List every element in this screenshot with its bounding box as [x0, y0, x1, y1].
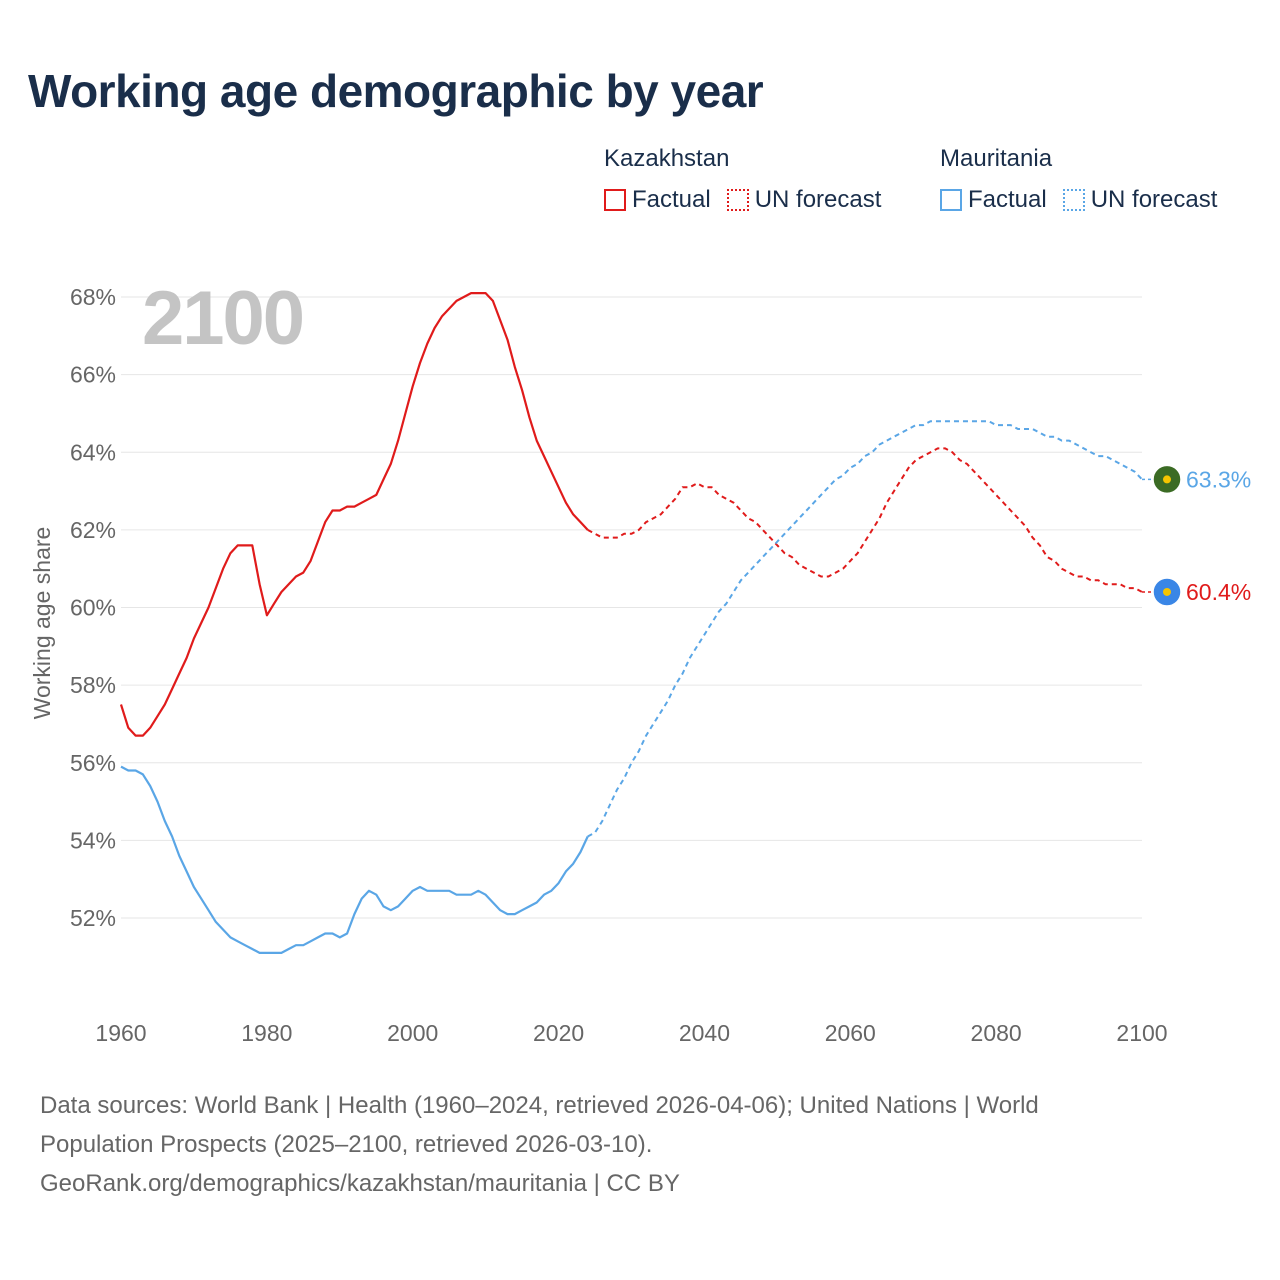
legend-swatch-dotted-icon — [1062, 189, 1085, 211]
y-tick-label: 64% — [70, 439, 116, 465]
x-tick-label: 2060 — [825, 1020, 876, 1046]
footer: Data sources: World Bank | Health (1960–… — [40, 1086, 1220, 1203]
x-tick-label: 2000 — [387, 1020, 438, 1046]
legend-group-kazakhstan: Kazakhstan Factual UN forecast — [604, 144, 897, 214]
legend-label-forecast: UN forecast — [754, 186, 882, 213]
line-chart: 52% 54% 56% 58% 60% 62% 64% 66% 68% 1960 1980 2000 2… — [29, 276, 1251, 1046]
legend-swatch-dotted-icon — [726, 189, 749, 211]
legend-item-kazakhstan-factual[interactable]: Factual — [604, 186, 711, 214]
legend-item-kazakhstan-forecast[interactable]: UN forecast — [726, 186, 882, 214]
legend-item-mauritania-factual[interactable]: Factual — [940, 186, 1047, 214]
series-line-kazakhstan-forecast — [587, 447, 1143, 593]
y-tick-label: 54% — [70, 827, 116, 853]
y-tick-label: 62% — [70, 517, 116, 543]
x-tick-label: 2020 — [533, 1020, 584, 1046]
legend-country-kazakhstan: Kazakhstan — [604, 145, 730, 172]
series-line-kazakhstan-factual — [119, 292, 589, 737]
legend-swatch-solid-icon — [604, 189, 626, 211]
x-tick-label: 2040 — [679, 1020, 730, 1046]
footer-sources-line-1: Data sources: World Bank | Health (1960–… — [40, 1092, 1039, 1119]
x-tick-label: 2080 — [971, 1020, 1022, 1046]
end-value-label-mauritania: 63.3% — [1186, 466, 1251, 492]
y-tick-label: 68% — [70, 284, 116, 310]
series-line-mauritania-forecast — [587, 420, 1143, 838]
legend-label-factual: Factual — [632, 186, 711, 213]
y-axis-label: Working age share — [29, 527, 55, 720]
y-tick-label: 60% — [70, 595, 116, 621]
x-tick-label: 1980 — [241, 1020, 292, 1046]
legend-label-forecast: UN forecast — [1090, 186, 1218, 213]
series-line-mauritania-factual — [120, 765, 589, 954]
y-tick-label: 56% — [70, 750, 116, 776]
year-label: 2100 — [142, 276, 303, 361]
y-tick-label: 52% — [70, 905, 116, 931]
chart-title: Working age demographic by year — [28, 65, 764, 117]
legend-swatch-solid-icon — [940, 189, 962, 211]
legend-label-factual: Factual — [968, 186, 1047, 213]
flag-emblem-mauritania-icon — [1163, 475, 1171, 484]
footer-attribution: GeoRank.org/demographics/kazakhstan/maur… — [40, 1170, 680, 1197]
y-tick-label: 66% — [70, 362, 116, 388]
x-tick-label: 2100 — [1116, 1020, 1167, 1046]
legend-item-mauritania-forecast[interactable]: UN forecast — [1062, 186, 1218, 214]
flag-emblem-kazakhstan-icon — [1163, 587, 1171, 596]
legend-group-mauritania: Mauritania Factual UN forecast — [940, 144, 1233, 214]
end-value-label-kazakhstan: 60.4% — [1186, 579, 1251, 605]
y-tick-label: 58% — [70, 672, 116, 698]
footer-sources-line-2: Population Prospects (2025–2100, retriev… — [40, 1131, 653, 1158]
x-tick-label: 1960 — [95, 1020, 146, 1046]
legend-country-mauritania: Mauritania — [940, 145, 1053, 172]
